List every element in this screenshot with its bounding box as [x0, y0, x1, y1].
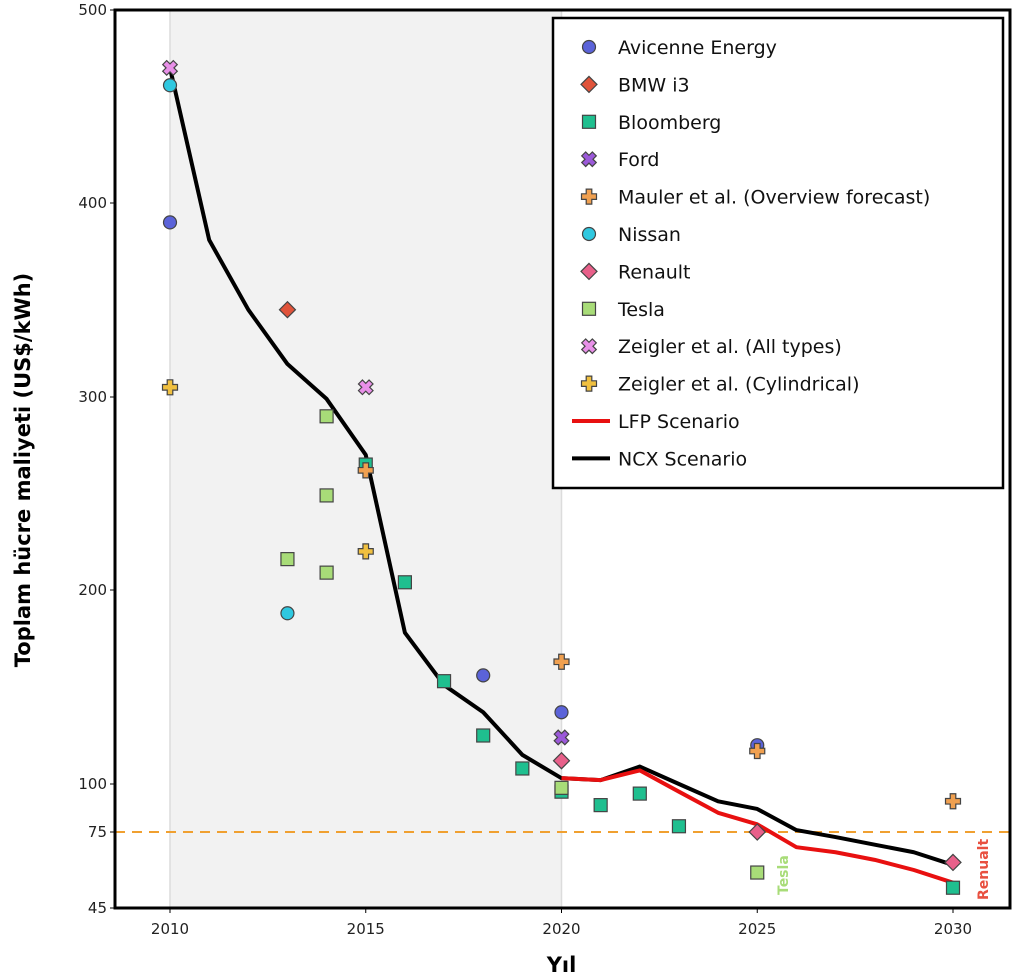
legend-item-zeigler-et-al-all-types: Zeigler et al. (All types): [618, 336, 842, 358]
point-mauler-et-al-overview-forecast: [944, 793, 962, 810]
point-bloomberg: [397, 575, 412, 590]
legend-item-ford: Ford: [618, 149, 659, 171]
point-bloomberg: [436, 674, 452, 689]
x-axis-label: Yıl: [546, 953, 577, 977]
legend-item-nissan-marker: [581, 226, 597, 242]
x-tick-label: 2030: [934, 920, 972, 938]
point-tesla: [280, 552, 295, 567]
legend-item-zeigler-et-al-all-types-marker: [580, 338, 598, 355]
annotation-renault: Renualt: [976, 839, 992, 900]
legend-item-bmw-i3-marker: [580, 75, 598, 94]
y-axis-label: Toplam hücre maliyeti (US$/kWh): [11, 273, 35, 667]
legend-item-zeigler-et-al-cylindrical-marker: [580, 375, 598, 392]
point-mauler-et-al-overview-forecast: [749, 742, 766, 760]
annotation-tesla: Tesla: [776, 855, 792, 895]
legend-item-ford-marker: [580, 151, 598, 168]
legend-item-nissan: Nissan: [618, 224, 681, 246]
point-avicenne-energy: [476, 668, 491, 683]
y-tick-label: 300: [78, 388, 107, 406]
y-tick-label: 75: [88, 823, 107, 841]
legend-item-tesla-marker: [581, 301, 597, 316]
legend-item-avicenne-energy: Avicenne Energy: [618, 37, 777, 59]
point-avicenne-energy: [162, 215, 178, 230]
x-tick-label: 2025: [738, 920, 776, 938]
point-bloomberg: [515, 761, 530, 776]
point-mauler-et-al-overview-forecast: [553, 653, 570, 670]
y-tick-label: 500: [78, 1, 107, 19]
point-bloomberg: [945, 880, 961, 895]
legend-item-renault-marker: [580, 262, 598, 281]
point-ford: [553, 729, 570, 746]
point-tesla: [319, 409, 334, 424]
point-renualt: [748, 823, 767, 841]
legend-item-mauler-et-al-overview-forecast: Mauler et al. (Overview forecast): [618, 187, 930, 209]
point-tesla: [319, 488, 334, 503]
x-tick-label: 2015: [347, 920, 385, 938]
point-nissan: [280, 606, 295, 621]
plot-frame: [113, 8, 1012, 910]
legend: Avicenne Energy BMW i3 Bloomberg Ford Mauler…: [551, 16, 1005, 490]
legend-item-renault: Renault: [618, 261, 691, 283]
point-mauler-et-al-overview-forecast: [357, 462, 374, 479]
point-bloomberg: [476, 728, 491, 743]
point-renualt: [552, 751, 571, 770]
legend-item-bloomberg: Bloomberg: [618, 112, 721, 134]
y-tick-label: 45: [88, 899, 107, 917]
legend-item-mauler-et-al-overview-forecast-marker: [580, 188, 598, 205]
legend-box: [551, 16, 1005, 490]
y-tick-label: 100: [78, 775, 107, 793]
point-tesla: [554, 780, 569, 795]
y-tick-label: 400: [78, 194, 107, 212]
legend-item-zeigler-et-al-cylindrical: Zeigler et al. (Cylindrical): [618, 374, 860, 396]
x-tick-label: 2010: [151, 920, 189, 938]
point-tesla: [319, 565, 334, 580]
point-nissan: [162, 78, 178, 93]
legend-item-ncx-scenario: NCX Scenario: [618, 448, 747, 470]
point-bloomberg: [671, 819, 687, 834]
legend-item-lfp-scenario: LFP Scenario: [618, 411, 740, 433]
point-zeigler-et-al-cylindrical: [161, 379, 179, 396]
point-renualt: [944, 853, 962, 872]
x-tick-label: 2020: [542, 920, 580, 938]
legend-item-tesla: Tesla: [617, 299, 665, 321]
point-zeigler-et-al-all-types: [161, 59, 179, 77]
point-bmw-i3: [278, 300, 297, 319]
point-bloomberg: [593, 798, 608, 813]
point-zeigler-et-al-all-types: [357, 379, 374, 396]
legend-item-avicenne-energy-marker: [581, 39, 597, 55]
point-zeigler-et-al-cylindrical: [357, 543, 374, 560]
point-tesla: [750, 865, 765, 880]
legend-item-bloomberg-marker: [581, 114, 597, 129]
y-tick-label: 200: [78, 581, 107, 599]
point-bloomberg: [632, 786, 647, 801]
legend-item-bmw-i3: BMW i3: [618, 74, 690, 96]
point-avicenne-energy: [554, 705, 569, 720]
